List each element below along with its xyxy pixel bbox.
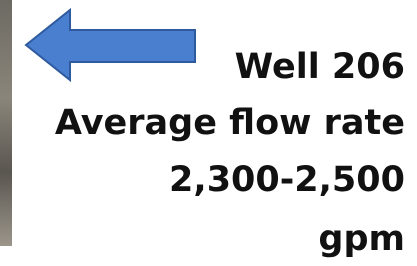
callout-line: 2,300-2,500 [169, 160, 405, 200]
slide: Well 206 Average flow rate 2,300-2,500 g… [0, 0, 417, 266]
callout-line: Well 206 [235, 47, 405, 87]
left-arrow [26, 10, 195, 80]
photo-edge [0, 0, 12, 246]
page: Well 206 Average flow rate 2,300-2,500 g… [0, 0, 417, 266]
callout-line: gpm [318, 219, 405, 259]
callout-line: Average flow rate [55, 103, 405, 143]
